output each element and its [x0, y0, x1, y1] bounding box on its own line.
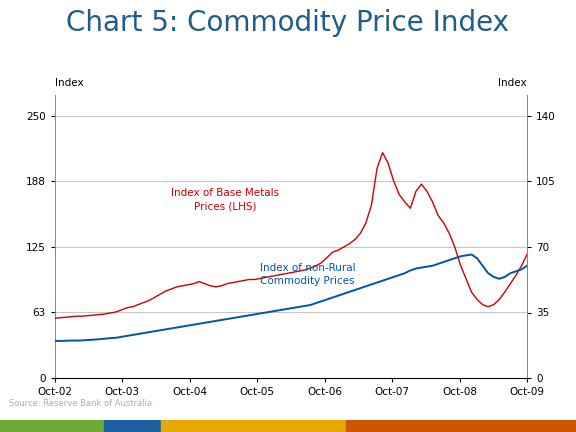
Text: Index: Index [498, 78, 527, 88]
Text: Source: Reserve Bank of Australia.: Source: Reserve Bank of Australia. [9, 399, 154, 408]
Text: Index: Index [55, 78, 84, 88]
Bar [0, 420, 104, 432]
Text: Index of non-Rural
Commodity Prices: Index of non-Rural Commodity Prices [260, 263, 355, 286]
Bar [161, 420, 346, 432]
Text: Chart 5: Commodity Price Index: Chart 5: Commodity Price Index [66, 9, 510, 37]
Text: Index of Base Metals
Prices (LHS): Index of Base Metals Prices (LHS) [170, 188, 279, 211]
Bar [104, 420, 161, 432]
Text: 7: 7 [560, 399, 567, 409]
Bar [346, 420, 576, 432]
